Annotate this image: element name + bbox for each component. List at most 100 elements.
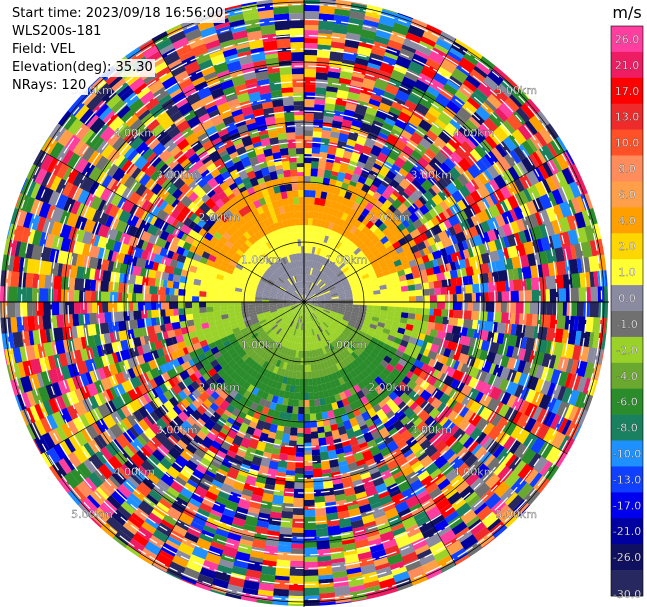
radar-cell	[497, 390, 506, 403]
radar-cell	[402, 99, 418, 114]
radar-cell	[567, 229, 579, 246]
radar-cell	[501, 291, 511, 303]
radar-cell	[304, 288, 307, 296]
radar-cell	[331, 296, 339, 300]
radar-cell	[435, 38, 453, 52]
radar-cell	[428, 143, 441, 155]
radar-cell	[311, 260, 315, 269]
radar-cell	[395, 90, 410, 103]
radar-cell	[521, 140, 535, 156]
radar-cell	[310, 297, 318, 301]
radar-cell	[469, 179, 480, 191]
radar-cell	[314, 288, 322, 294]
radar-cell	[456, 199, 467, 212]
radar-cell	[329, 137, 339, 144]
radar-cell	[467, 302, 473, 312]
radar-cell	[581, 210, 591, 227]
radar-cell	[511, 256, 522, 270]
radar-cell	[367, 62, 381, 71]
radar-cell	[472, 264, 481, 276]
radar-cell	[381, 55, 398, 67]
radar-cell	[494, 107, 509, 123]
radar-cell	[293, 392, 300, 400]
radar-cell	[364, 10, 382, 20]
radar-cell	[366, 241, 375, 250]
radar-cell	[389, 106, 402, 116]
radar-cell	[338, 218, 346, 228]
radar-cell	[409, 350, 420, 360]
radar-cell	[391, 320, 400, 328]
radar-cell	[429, 122, 444, 137]
radar-cell	[545, 176, 558, 193]
radar-cell	[149, 285, 158, 295]
radar-cell	[334, 104, 346, 113]
radar-cell	[357, 316, 365, 322]
radar-cell	[448, 75, 463, 88]
radar-cell	[509, 94, 523, 109]
radar-cell	[414, 283, 423, 291]
radar-cell	[342, 220, 350, 230]
radar-cell	[420, 36, 437, 48]
radar-cell	[304, 69, 317, 78]
radar-cell	[465, 284, 473, 294]
radar-cell	[378, 222, 388, 232]
radar-cell	[429, 329, 439, 338]
radar-cell	[370, 46, 386, 57]
radar-cell	[328, 253, 335, 261]
radar-cell	[407, 93, 422, 106]
radar-cell	[477, 123, 493, 139]
radar-cell	[309, 246, 313, 254]
radar-cell	[401, 44, 417, 54]
radar-cell	[380, 306, 388, 311]
radar-cell	[574, 330, 582, 346]
radar-cell	[164, 322, 173, 332]
radar-cell	[400, 208, 413, 221]
radar-cell	[564, 372, 573, 389]
radar-cell	[408, 336, 418, 345]
radar-cell	[319, 256, 324, 264]
radar-cell	[378, 102, 392, 113]
radar-cell	[145, 301, 152, 311]
radar-cell	[345, 32, 362, 41]
radar-cell	[499, 355, 510, 369]
radar-cell	[313, 484, 324, 490]
radar-cell	[364, 137, 376, 149]
radar-cell	[451, 369, 464, 382]
radar-cell	[349, 317, 358, 323]
radar-cell	[475, 105, 491, 122]
radar-cell	[320, 285, 328, 291]
radar-cell	[318, 20, 334, 31]
radar-cell	[528, 153, 540, 169]
radar-cell	[366, 291, 374, 296]
radar-cell	[304, 176, 311, 184]
radar-cell	[94, 268, 104, 281]
radar-cell	[338, 227, 347, 236]
radar-cell	[436, 294, 445, 303]
radar-cell	[419, 354, 431, 366]
radar-cell	[310, 299, 318, 301]
radar-cell	[352, 143, 365, 155]
radar-cell	[295, 378, 300, 386]
radar-cell	[372, 191, 382, 201]
radar-cell	[422, 308, 430, 316]
radar-cell	[304, 77, 317, 85]
radar-cell	[74, 301, 81, 315]
radar-cell	[326, 77, 340, 88]
radar-cell	[311, 161, 319, 169]
radar-cell	[310, 176, 318, 184]
radar-cell	[386, 287, 395, 294]
radar-cell	[448, 226, 457, 237]
radar-cell	[481, 197, 491, 210]
radar-cell	[562, 184, 575, 201]
radar-cell	[373, 293, 381, 299]
radar-cell	[497, 83, 513, 98]
radar-cell	[411, 178, 422, 189]
radar-cell	[304, 99, 315, 108]
radar-cell	[213, 297, 221, 302]
radar-cell	[316, 255, 322, 263]
radar-cell	[342, 237, 350, 246]
radar-cell	[434, 287, 441, 296]
radar-cell	[298, 406, 304, 414]
radar-cell	[538, 394, 552, 411]
radar-cell	[324, 304, 332, 307]
